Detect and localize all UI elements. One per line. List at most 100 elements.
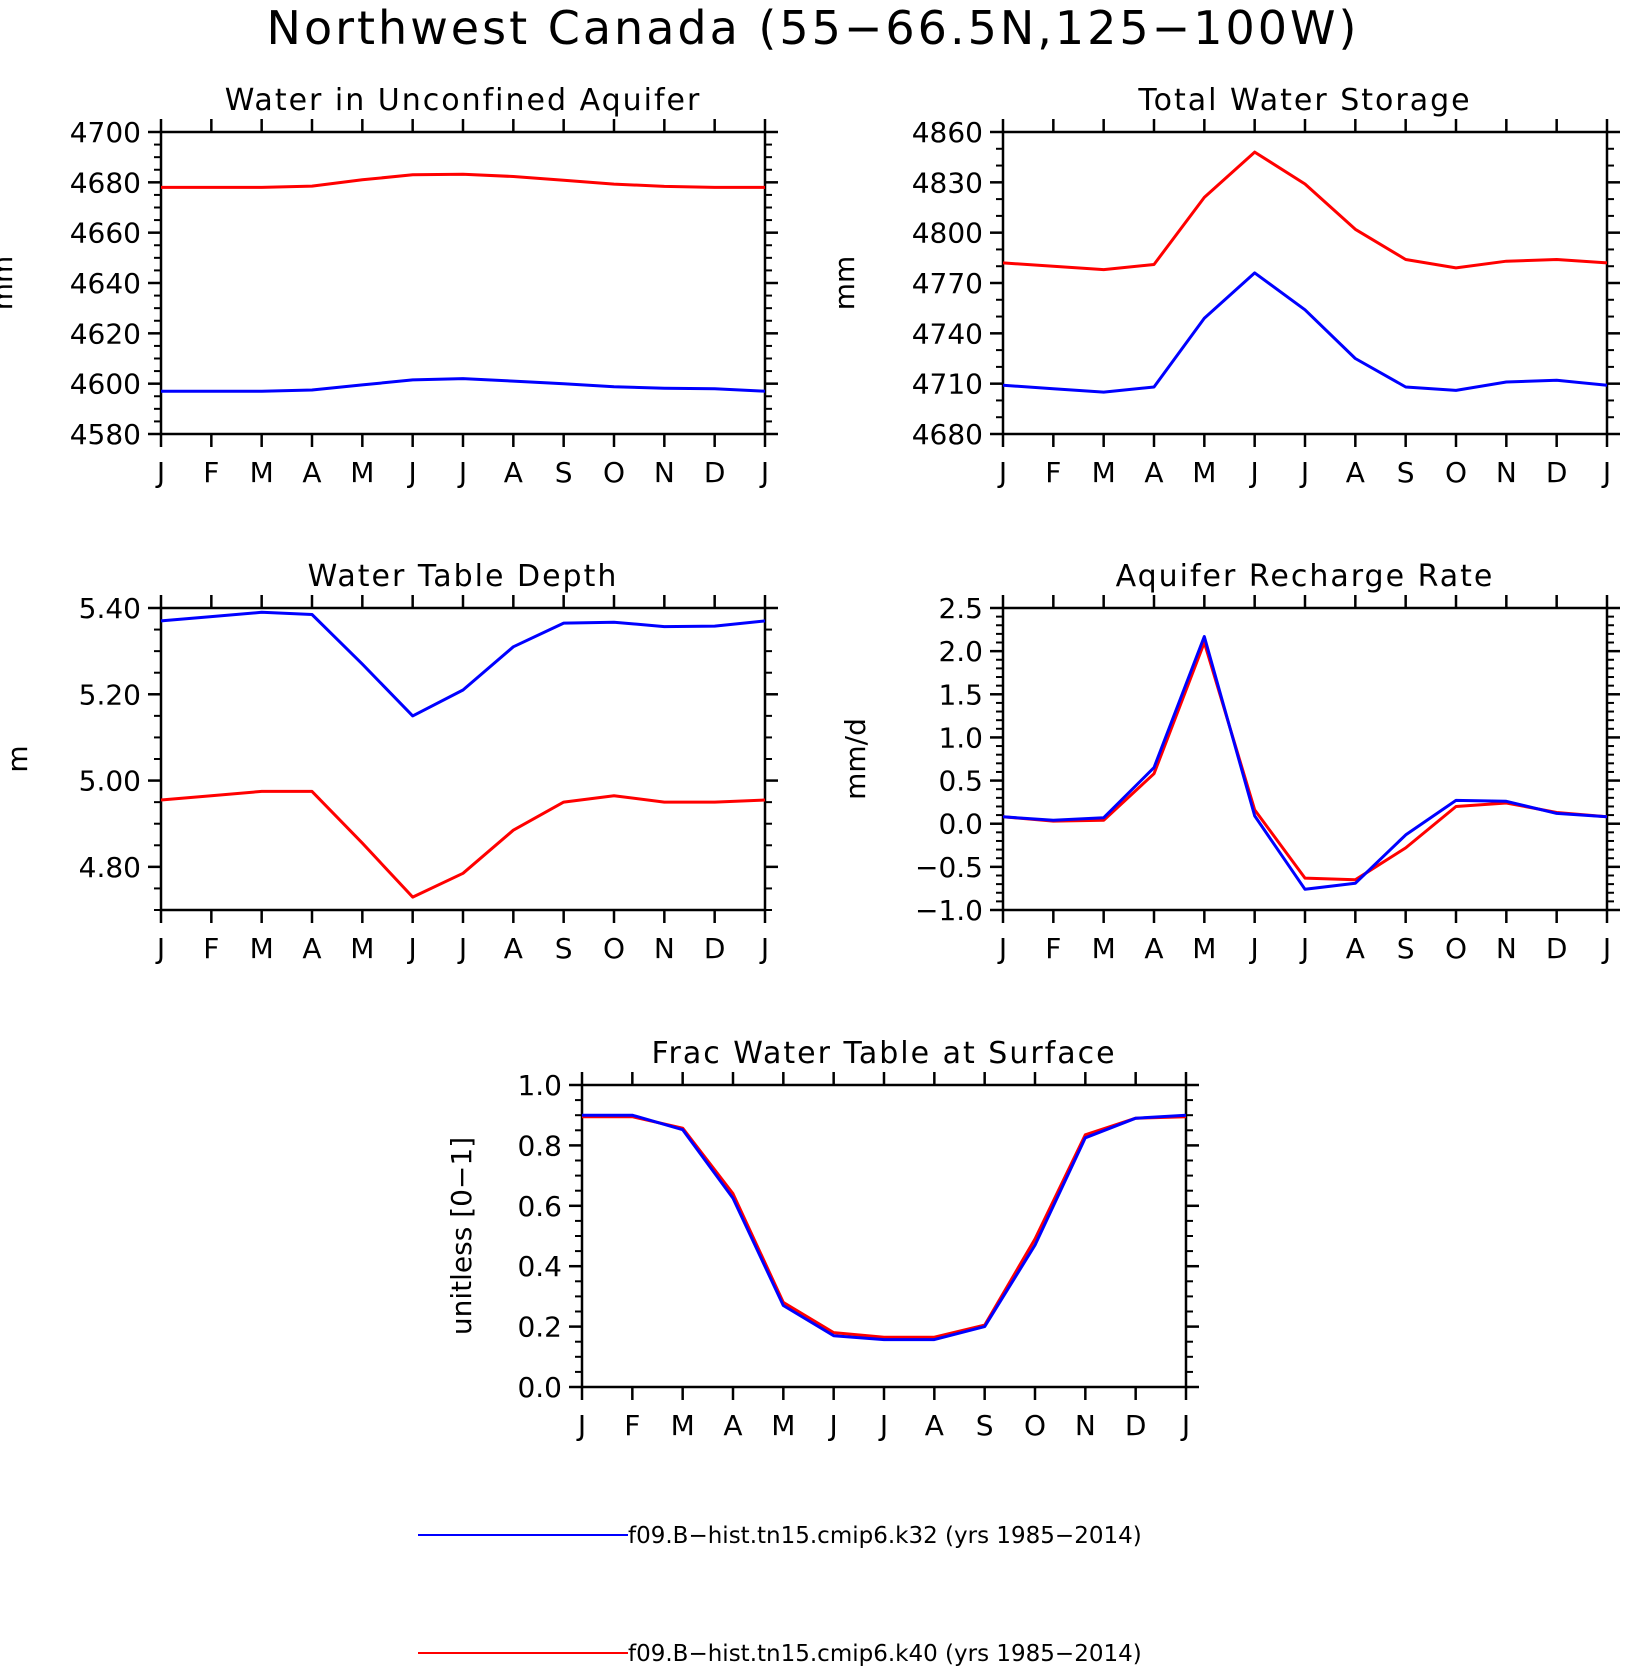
series-line-k32	[1002, 271, 1608, 394]
x-tick-label: M	[1192, 932, 1216, 965]
x-tick-label: A	[1346, 456, 1365, 489]
x-tick-label: J	[1601, 456, 1611, 489]
x-tick-label: A	[504, 932, 523, 965]
x-tick-label: O	[603, 932, 625, 965]
panel-title: Frac Water Table at Surface	[651, 1036, 1116, 1071]
x-tick-label: A	[1346, 932, 1365, 965]
x-tick-label: J	[1601, 932, 1611, 965]
x-tick-label: J	[576, 1409, 586, 1442]
x-tick-label: J	[407, 932, 417, 965]
y-tick-label: 4640	[70, 267, 141, 300]
series-line-k40	[161, 172, 765, 189]
y-tick-label: 0.6	[517, 1190, 562, 1223]
x-tick-label: D	[704, 456, 726, 489]
y-tick-label: 0.0	[938, 808, 983, 841]
legend: f09.B−hist.tn15.cmip6.k32 (yrs 1985−2014…	[418, 1523, 1142, 1667]
y-tick-label: −1.0	[915, 894, 983, 927]
x-tick-label: J	[1299, 932, 1309, 965]
x-tick-label: S	[555, 932, 573, 965]
series-line-k32	[582, 1113, 1187, 1342]
y-tick-label: 4700	[70, 116, 141, 149]
y-tick-label: 0.5	[938, 765, 983, 798]
x-tick-label: J	[457, 932, 467, 965]
x-tick-label: J	[828, 1409, 838, 1442]
y-tick-label: 4800	[912, 217, 983, 250]
x-tick-label: J	[1249, 456, 1259, 489]
panel-title: Water in Unconfined Aquifer	[225, 83, 702, 118]
x-tick-label: O	[1445, 456, 1467, 489]
y-tick-label: 4860	[912, 116, 983, 149]
plot-frame	[1001, 130, 1609, 436]
y-axis-label: mm	[828, 256, 861, 311]
figure-title: Northwest Canada (55−66.5N,125−100W)	[267, 1, 1360, 55]
x-tick-label: N	[654, 456, 675, 489]
chart-panel: Frac Water Table at Surface 0.0 0.2 0.4 0.6 0…	[445, 1036, 1199, 1442]
x-tick-label: M	[1192, 456, 1216, 489]
panel-title: Total Water Storage	[1137, 83, 1471, 118]
y-tick-label: 0.4	[517, 1250, 562, 1283]
x-tick-label: N	[1075, 1409, 1096, 1442]
plot-frame	[1001, 606, 1609, 912]
x-tick-label: A	[925, 1409, 944, 1442]
y-tick-label: 5.40	[79, 592, 141, 625]
series-line-k40	[582, 1115, 1187, 1339]
x-tick-label: S	[976, 1409, 994, 1442]
x-tick-label: F	[203, 932, 219, 965]
y-tick-label: 4580	[70, 418, 141, 451]
x-tick-label: J	[155, 456, 165, 489]
chart-panel: Water in Unconfined Aquifer 4580 4600 4620 4…	[0, 83, 778, 489]
x-tick-label: J	[759, 456, 769, 489]
x-tick-label: F	[624, 1409, 640, 1442]
x-tick-label: J	[878, 1409, 888, 1442]
x-tick-label: J	[407, 456, 417, 489]
x-tick-label: J	[1299, 456, 1309, 489]
x-tick-label: F	[203, 456, 219, 489]
series-line-k40	[1002, 641, 1608, 882]
x-tick-label: N	[1496, 456, 1517, 489]
x-tick-label: D	[704, 932, 726, 965]
chart-panels: Water in Unconfined Aquifer 4580 4600 4620 4…	[0, 83, 1620, 1442]
x-tick-label: M	[250, 456, 274, 489]
x-tick-label: A	[302, 456, 321, 489]
chart-panel: Total Water Storage 4680 4710 4740 4770 4800 4…	[828, 83, 1620, 489]
x-tick-label: J	[457, 456, 467, 489]
y-tick-label: 4680	[912, 418, 983, 451]
x-tick-label: S	[555, 456, 573, 489]
y-tick-label: 0.8	[517, 1129, 562, 1162]
x-tick-label: N	[654, 932, 675, 965]
y-tick-label: 0.2	[517, 1311, 562, 1344]
series-line-k40	[1002, 150, 1608, 272]
chart-panel: Aquifer Recharge Rate −1.0 −0.5 0.0 0.5 1.0 1.…	[839, 559, 1620, 965]
x-tick-label: J	[759, 932, 769, 965]
x-tick-label: N	[1496, 932, 1517, 965]
y-tick-label: 4740	[912, 317, 983, 350]
x-tick-label: A	[504, 456, 523, 489]
y-tick-label: 0.0	[517, 1371, 562, 1404]
panel-title: Water Table Depth	[308, 559, 619, 594]
y-axis-label: m	[1, 745, 34, 772]
x-tick-label: M	[771, 1409, 795, 1442]
y-tick-label: 4660	[70, 217, 141, 250]
x-tick-label: J	[1249, 932, 1259, 965]
y-tick-label: 5.20	[79, 678, 141, 711]
x-tick-label: D	[1125, 1409, 1147, 1442]
x-tick-label: M	[1092, 456, 1116, 489]
y-tick-label: 1.0	[517, 1069, 562, 1102]
x-tick-label: M	[1092, 932, 1116, 965]
y-tick-label: 1.0	[938, 721, 983, 754]
x-tick-label: S	[1397, 932, 1415, 965]
x-tick-label: A	[1144, 456, 1163, 489]
y-tick-label: 2.0	[938, 635, 983, 668]
x-tick-label: O	[603, 456, 625, 489]
x-tick-label: D	[1546, 456, 1568, 489]
x-tick-label: D	[1546, 932, 1568, 965]
series-line-k32	[161, 377, 766, 393]
y-tick-label: 4680	[70, 166, 141, 199]
x-tick-label: O	[1024, 1409, 1046, 1442]
x-tick-label: F	[1045, 932, 1061, 965]
x-tick-label: M	[350, 456, 374, 489]
x-tick-label: J	[997, 932, 1007, 965]
x-tick-label: J	[997, 456, 1007, 489]
y-tick-label: 4.80	[79, 851, 141, 884]
x-tick-label: O	[1445, 932, 1467, 965]
